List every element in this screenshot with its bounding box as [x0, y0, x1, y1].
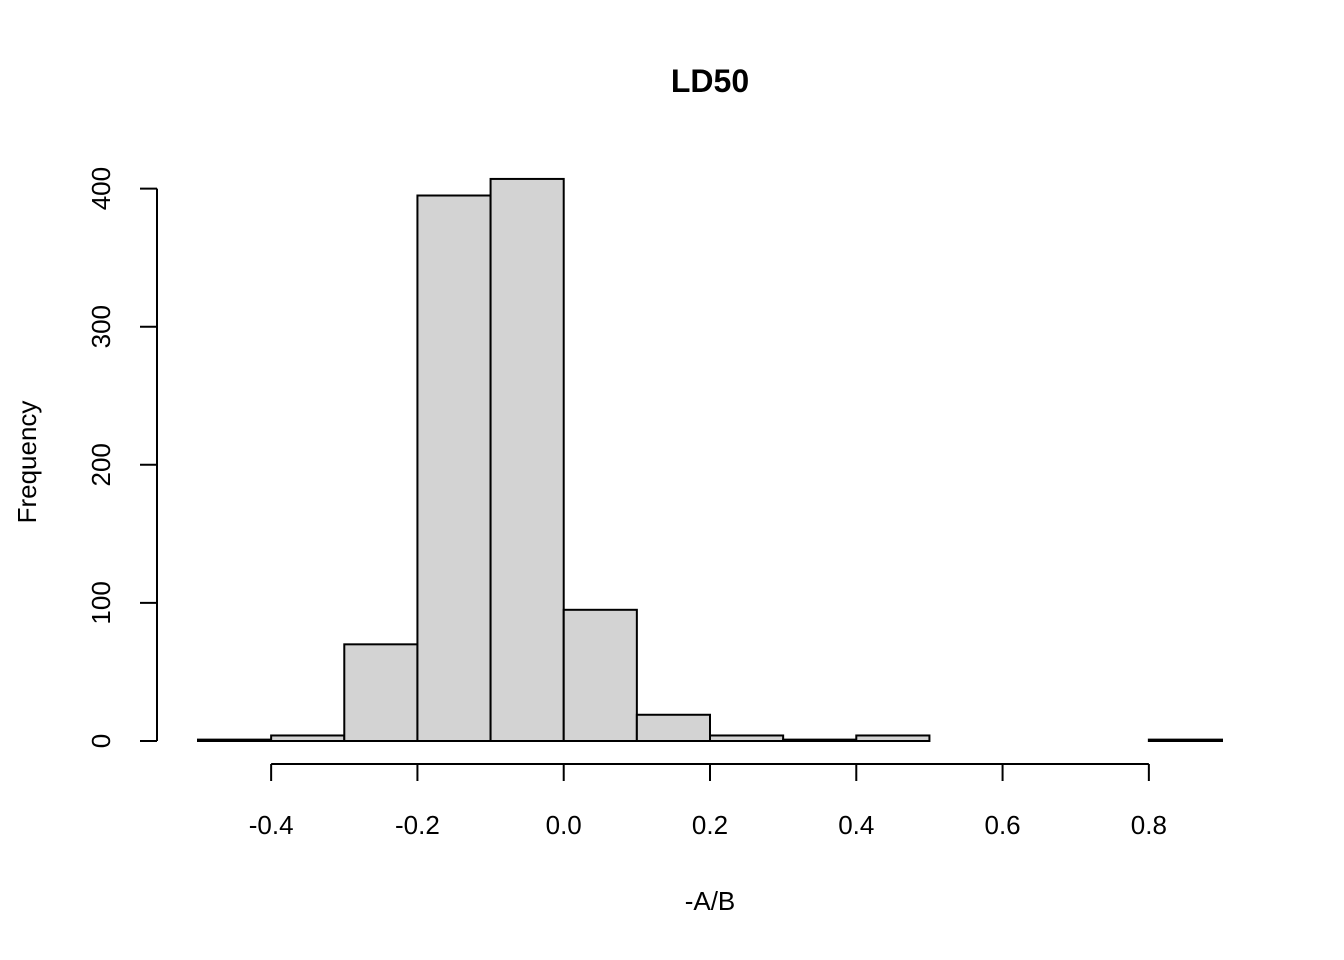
x-axis: -0.4 -0.2 0.0 0.2 0.4 0.6 0.8 — [249, 763, 1167, 840]
histogram-bar — [635, 713, 711, 742]
histogram-bar — [1147, 738, 1224, 743]
histogram-bar — [416, 194, 492, 742]
histogram-bar — [343, 643, 419, 743]
histogram-bar — [197, 738, 273, 743]
bars-group — [197, 177, 1224, 743]
y-axis: 0 100 200 300 400 — [86, 167, 158, 748]
histogram-bar — [709, 734, 785, 743]
histogram-bar — [489, 177, 565, 743]
y-tick-label: 300 — [86, 305, 116, 348]
x-tick-label: -0.2 — [395, 810, 440, 840]
y-tick-label: 0 — [86, 734, 116, 748]
histogram-bar — [782, 738, 858, 743]
histogram-bar — [562, 608, 638, 742]
y-tick-label: 100 — [86, 581, 116, 624]
histogram-bar — [270, 734, 346, 743]
x-tick-label: 0.6 — [984, 810, 1020, 840]
x-tick-label: -0.4 — [249, 810, 294, 840]
histogram-bar — [855, 734, 931, 743]
y-tick-label: 200 — [86, 443, 116, 486]
y-axis-label: Frequency — [12, 401, 42, 524]
x-tick-label: 0.4 — [838, 810, 874, 840]
chart-title: LD50 — [671, 63, 749, 99]
y-tick-label: 400 — [86, 167, 116, 210]
x-axis-label: -A/B — [685, 886, 736, 916]
x-tick-label: 0.0 — [546, 810, 582, 840]
x-tick-label: 0.8 — [1131, 810, 1167, 840]
x-tick-label: 0.2 — [692, 810, 728, 840]
